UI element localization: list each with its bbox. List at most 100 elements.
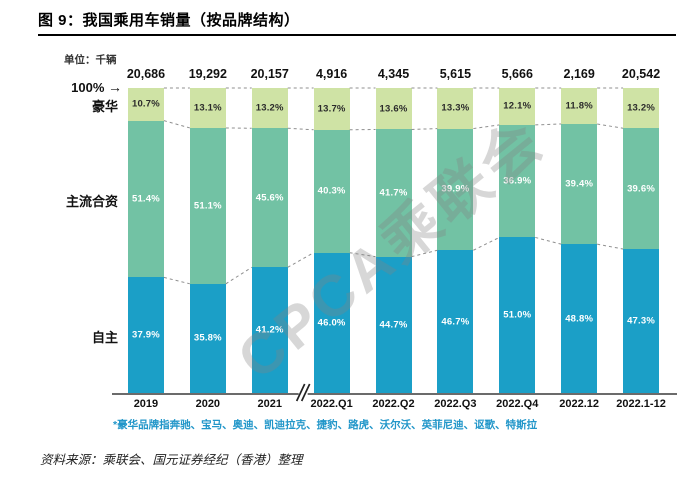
dashed-connector — [225, 266, 252, 285]
segment-percent-label: 51.4% — [131, 193, 160, 205]
segment-percent-label: 40.3% — [317, 185, 346, 197]
bar-segment-自主: 51.0% — [499, 237, 536, 393]
series-label-主流合资: 主流合资 — [65, 194, 118, 210]
x-axis-label: 2021 — [257, 398, 282, 410]
x-axis-label: 2022.12 — [559, 398, 600, 410]
x-axis-label: 2022.Q2 — [372, 398, 415, 410]
x-axis-label: 2019 — [133, 398, 159, 410]
dashed-connector — [287, 127, 314, 131]
dashed-connector — [535, 236, 562, 245]
dashed-connector — [411, 128, 438, 130]
x-axis-label: 2022.Q1 — [310, 398, 353, 410]
segment-percent-label: 39.6% — [627, 183, 656, 195]
bar-segment-主流合资: 40.3% — [313, 129, 350, 253]
bar-segment-豪华: 13.7% — [313, 88, 350, 130]
bar-total-label: 5,666 — [501, 67, 533, 81]
dashed-connector — [473, 124, 500, 130]
segment-percent-label: 44.7% — [379, 319, 408, 331]
bar-segment-自主: 41.2% — [251, 267, 288, 393]
series-label-自主: 自主 — [91, 330, 118, 346]
segment-percent-label: 13.2% — [255, 102, 284, 114]
segment-percent-label: 46.0% — [317, 317, 346, 329]
bar-total-label: 5,615 — [439, 67, 472, 81]
bar-segment-主流合资: 39.6% — [623, 128, 660, 250]
segment-percent-label: 45.6% — [255, 192, 284, 204]
figure-title: 图 9：我国乘用车销量（按品牌结构） — [38, 12, 300, 29]
segment-percent-label: 39.4% — [565, 178, 594, 190]
segment-percent-label: 41.7% — [379, 187, 408, 199]
segment-percent-label: 13.6% — [379, 103, 408, 115]
dashed-connector — [163, 120, 190, 129]
bar-total-label: 20,542 — [621, 67, 661, 81]
segment-percent-label: 39.9% — [441, 183, 470, 195]
bar-segment-豪华: 13.3% — [437, 88, 474, 129]
dashed-connector — [287, 252, 314, 268]
bar-segment-主流合资: 36.9% — [499, 124, 536, 238]
bar-segment-自主: 47.3% — [623, 249, 660, 393]
bar-segment-豪华: 12.1% — [499, 88, 536, 125]
dashed-connector — [535, 123, 562, 126]
bar-total-label: 4,916 — [315, 67, 348, 81]
segment-percent-label: 12.1% — [503, 100, 532, 112]
bar-total-label: 20,686 — [126, 67, 166, 81]
segment-percent-label: 46.7% — [441, 316, 470, 328]
bar-total-label: 19,292 — [188, 67, 227, 81]
segment-percent-label: 13.2% — [627, 102, 656, 114]
segment-percent-label: 13.1% — [193, 102, 222, 114]
bar-segment-自主: 37.9% — [127, 277, 164, 393]
source-line: 资料来源：乘联会、国元证券经纪（香港）整理 — [40, 453, 303, 467]
bar-segment-自主: 46.7% — [437, 250, 474, 393]
bar-segment-主流合资: 51.1% — [189, 127, 226, 284]
dashed-connector — [349, 252, 376, 258]
bar-segment-自主: 48.8% — [561, 244, 598, 393]
y-axis-100-label: 100% → — [0, 79, 122, 95]
dashed-connector — [597, 123, 624, 129]
segment-percent-label: 37.9% — [131, 329, 160, 341]
dashed-connector — [163, 276, 190, 285]
bar-segment-自主: 46.0% — [313, 252, 350, 393]
x-axis-label: 2022.1-12 — [616, 398, 666, 410]
segment-percent-label: 47.3% — [627, 315, 656, 327]
segment-percent-label: 11.8% — [565, 100, 593, 112]
segment-percent-label: 51.1% — [193, 200, 222, 212]
bar-segment-豪华: 13.1% — [189, 88, 226, 128]
segment-percent-label: 35.8% — [193, 332, 222, 344]
y-axis-100-text: 100% — [71, 80, 105, 95]
segment-percent-label: 51.0% — [503, 309, 532, 321]
axis-break-gap — [298, 391, 308, 398]
segment-percent-label: 10.7% — [131, 98, 160, 110]
series-label-豪华: 豪华 — [91, 99, 118, 115]
x-axis-label: 2022.Q3 — [434, 398, 477, 410]
x-axis-label: 2020 — [195, 398, 221, 410]
bar-total-label: 20,157 — [250, 67, 289, 81]
segment-percent-label: 13.3% — [441, 102, 470, 114]
bar-segment-主流合资: 39.4% — [561, 123, 598, 245]
segment-percent-label: 48.8% — [565, 313, 594, 325]
unit-label: 单位：千辆 — [64, 54, 117, 66]
segment-percent-label: 41.2% — [255, 324, 284, 336]
dashed-connector — [411, 249, 438, 258]
bar-segment-豪华: 13.2% — [623, 88, 660, 129]
bar-segment-豪华: 13.6% — [375, 88, 412, 130]
bar-segment-主流合资: 41.7% — [375, 129, 412, 257]
bar-segment-豪华: 11.8% — [561, 88, 598, 124]
bar-segment-自主: 35.8% — [189, 283, 226, 393]
x-axis-label: 2022.Q4 — [496, 398, 539, 410]
segment-percent-label: 36.9% — [503, 175, 532, 187]
bar-segment-主流合资: 39.9% — [437, 128, 474, 251]
bar-segment-豪华: 13.2% — [251, 88, 288, 129]
segment-percent-label: 13.7% — [317, 103, 346, 115]
bar-total-label: 2,169 — [563, 67, 595, 81]
title-rule — [38, 34, 676, 36]
bar-segment-自主: 44.7% — [375, 256, 412, 393]
bar-segment-主流合资: 51.4% — [127, 120, 164, 278]
bar-total-label: 4,345 — [377, 67, 410, 81]
footnote: *豪华品牌指奔驰、宝马、奥迪、凯迪拉克、捷豹、路虎、沃尔沃、英菲尼迪、讴歌、特斯… — [113, 419, 538, 431]
dashed-connector — [597, 243, 624, 250]
right-arrow-icon: → — [108, 79, 122, 95]
bar-segment-主流合资: 45.6% — [251, 128, 288, 268]
bar-segment-豪华: 10.7% — [127, 88, 164, 121]
dashed-connector — [473, 237, 500, 251]
